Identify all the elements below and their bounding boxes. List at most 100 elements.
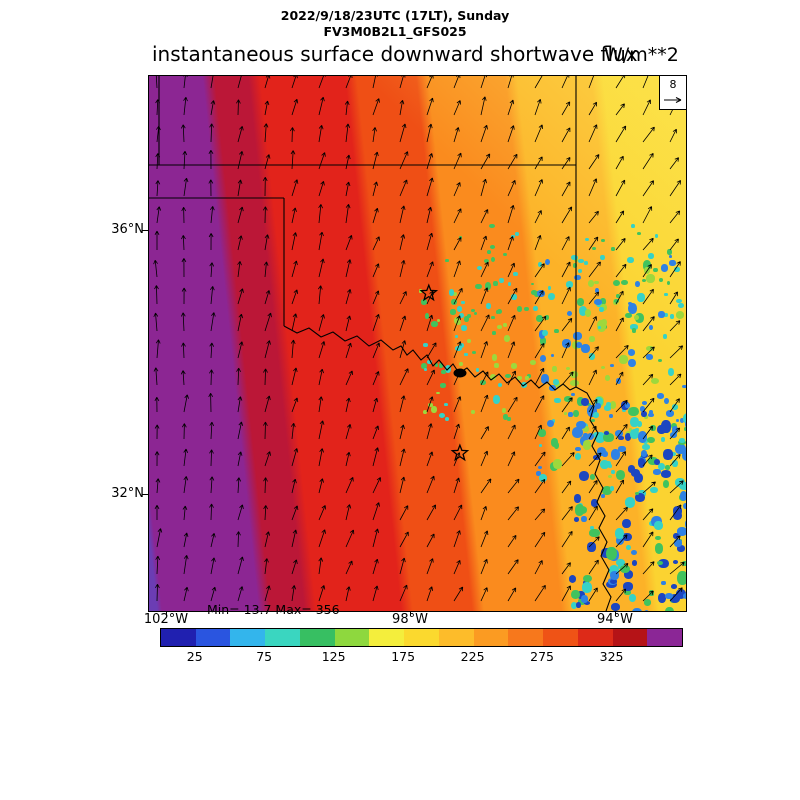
cloud-speckle <box>566 311 573 317</box>
cloud-speckle <box>493 281 498 287</box>
cloud-speckle <box>655 234 659 239</box>
cloud-speckle <box>635 312 644 323</box>
cloud-speckle <box>576 297 584 306</box>
cloud-speckle <box>466 314 471 319</box>
cloud-speckle <box>458 342 465 349</box>
cloud-speckle <box>609 578 618 584</box>
colorbar-tick-label: 275 <box>530 649 554 664</box>
cloud-speckle <box>467 339 472 344</box>
cloud-speckle <box>658 558 669 569</box>
cloud-speckle <box>580 397 590 406</box>
cloud-speckle <box>658 359 663 363</box>
colorbar-segment <box>230 629 266 646</box>
cloud-speckle <box>665 410 674 417</box>
cloud-speckle <box>480 379 487 385</box>
cloud-speckle <box>441 370 446 375</box>
cloud-speckle <box>531 282 535 286</box>
cloud-speckle <box>656 560 663 566</box>
cloud-speckle <box>684 519 686 529</box>
cloud-speckle <box>627 301 632 306</box>
cloud-speckle <box>670 452 676 457</box>
cloud-speckle <box>578 269 583 273</box>
cloud-speckle <box>662 334 667 339</box>
cloud-speckle <box>675 444 686 454</box>
cloud-speckle <box>672 560 679 565</box>
cloud-speckle <box>594 396 603 406</box>
cloud-speckle <box>654 458 660 465</box>
cloud-speckle <box>574 275 582 280</box>
cloud-speckle <box>665 465 670 470</box>
cloud-speckle <box>672 460 678 468</box>
cloud-speckle <box>592 411 599 419</box>
cloud-speckle <box>642 260 652 271</box>
colorbar-segment <box>647 629 683 646</box>
cloud-speckle <box>613 279 621 287</box>
cloud-speckle <box>538 261 543 267</box>
cloud-speckle <box>655 535 661 541</box>
cloud-speckle <box>676 571 686 586</box>
cloud-speckle <box>451 298 457 306</box>
cloud-speckle <box>644 599 652 606</box>
cloud-speckle <box>605 401 611 407</box>
cloud-speckle <box>684 427 686 431</box>
cloud-speckle <box>492 354 498 361</box>
cloud-speckle <box>676 298 683 304</box>
colorbar-segment <box>612 629 648 646</box>
lon-label-102w: 102°W <box>143 612 189 627</box>
cloud-speckle <box>676 418 680 422</box>
cloud-speckle <box>636 232 642 236</box>
cloud-speckle <box>591 498 598 507</box>
cloud-speckle <box>598 325 602 330</box>
cloud-speckle <box>459 361 464 367</box>
cloud-speckle <box>614 429 623 437</box>
cloud-speckle <box>580 595 588 603</box>
star-marker <box>419 283 439 302</box>
cloud-speckle <box>621 279 628 286</box>
cloud-speckle <box>489 245 495 250</box>
cloud-speckle <box>516 305 523 312</box>
cloud-speckle <box>531 290 538 296</box>
cloud-speckle <box>505 373 512 378</box>
cloud-speckle <box>448 289 455 296</box>
city-star-markers <box>419 283 470 462</box>
cloud-speckle <box>438 412 445 419</box>
cloud-speckle <box>672 532 679 540</box>
cloud-speckle <box>537 429 546 437</box>
cloud-speckle <box>619 355 628 364</box>
axis-tick <box>166 611 167 616</box>
cloud-speckle <box>536 471 541 476</box>
colorbar-segment <box>543 629 578 646</box>
colorbar-tick-label: 75 <box>256 649 273 664</box>
cloud-speckle <box>547 293 555 300</box>
cloud-speckle <box>491 256 496 263</box>
cloud-speckle <box>445 416 450 421</box>
cloud-speckle <box>430 406 437 413</box>
cloud-speckle <box>624 432 631 441</box>
cloud-speckle <box>611 449 621 460</box>
cloud-speckle <box>672 511 682 521</box>
cloud-speckle <box>635 492 646 502</box>
cloud-speckle <box>661 420 671 434</box>
cloud-speckle <box>637 458 646 469</box>
cloud-speckle <box>563 412 567 415</box>
cloud-speckle <box>681 449 686 462</box>
cloud-speckle <box>643 415 649 419</box>
cloud-speckle <box>643 266 650 275</box>
cloud-speckle <box>596 320 606 332</box>
cloud-speckle <box>423 367 428 371</box>
cloud-speckle <box>569 371 578 378</box>
axis-tick <box>410 611 411 616</box>
cloud-speckle <box>601 238 605 242</box>
cloud-speckle <box>685 266 686 274</box>
lat-label-32n: 32°N <box>111 486 144 501</box>
cloud-speckle <box>601 365 606 370</box>
cloud-speckle <box>654 543 664 554</box>
cloud-speckle <box>428 403 433 408</box>
cloud-speckle <box>610 570 620 580</box>
cloud-speckle <box>600 459 609 470</box>
cloud-speckle <box>563 396 573 403</box>
cloud-speckle <box>575 341 582 348</box>
cloud-speckle <box>587 542 596 552</box>
cloud-speckle <box>676 545 685 552</box>
min-max-stats: Min= 13.7 Max= 356 <box>207 602 340 617</box>
